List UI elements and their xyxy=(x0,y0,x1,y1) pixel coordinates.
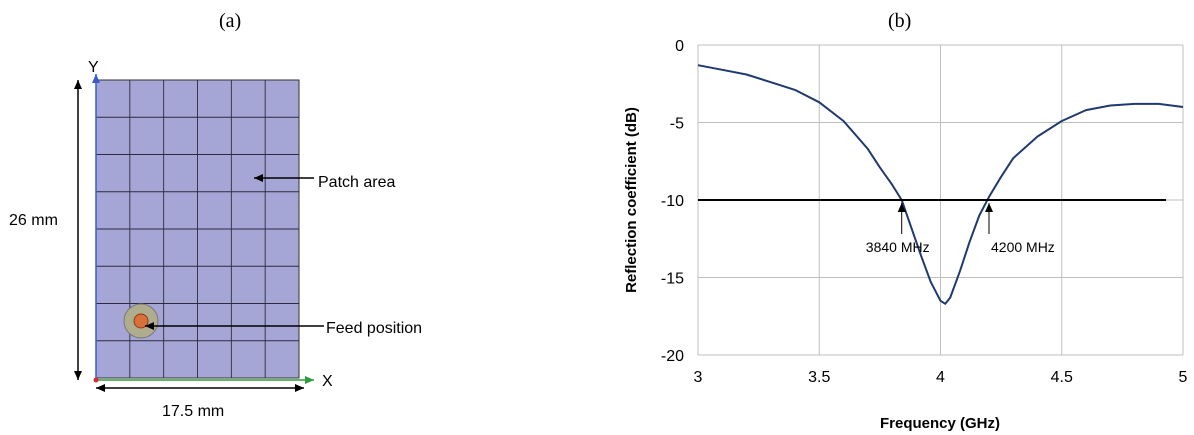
y-axis-label: Y xyxy=(88,59,99,76)
height-dimension-label: 26 mm xyxy=(9,212,58,229)
patch-area-label: Patch area xyxy=(318,174,395,191)
feed-position-label: Feed position xyxy=(326,320,422,337)
y-tick-label: 0 xyxy=(675,38,684,55)
y-tick-label: -20 xyxy=(661,348,684,365)
x-axis-title: Frequency (GHz) xyxy=(880,415,1000,432)
width-dimension-label: 17.5 mm xyxy=(162,403,224,420)
origin-dot xyxy=(93,377,99,383)
patch-grid xyxy=(96,80,299,378)
chart-series xyxy=(697,64,1184,305)
panel-b-label: (b) xyxy=(888,10,912,32)
annotation-label: 4200 MHz xyxy=(991,239,1055,255)
x-tick-label: 4 xyxy=(936,369,945,386)
chart-grid xyxy=(697,44,1184,356)
y-tick-label: -15 xyxy=(661,271,684,288)
x-tick-label: 3 xyxy=(694,369,703,386)
x-tick-label: 5 xyxy=(1179,369,1188,386)
series-line-reflection xyxy=(697,64,1184,305)
chart-annotations: 3840 MHz 4200 MHz xyxy=(866,203,1055,255)
x-tick-label: 4.5 xyxy=(1051,369,1073,386)
annotation-label: 3840 MHz xyxy=(866,239,930,255)
panel-a-label: (a) xyxy=(219,10,242,32)
x-axis-label: X xyxy=(322,373,333,390)
height-dimension-label-bg xyxy=(6,208,76,230)
y-axis-title: Reflection coefficient (dB) xyxy=(623,107,640,293)
y-tick-label: -5 xyxy=(670,116,684,133)
patch-antenna-diagram: Y X 26 mm 17.5 mm Patch area Feed positi… xyxy=(6,59,423,420)
feed-pin xyxy=(133,313,149,329)
x-tick-label: 3.5 xyxy=(808,369,830,386)
y-tick-label: -10 xyxy=(661,193,684,210)
chart-tick-labels: 3 3.5 4 4.5 5 0 -5 -10 -15 -20 xyxy=(661,38,1188,386)
